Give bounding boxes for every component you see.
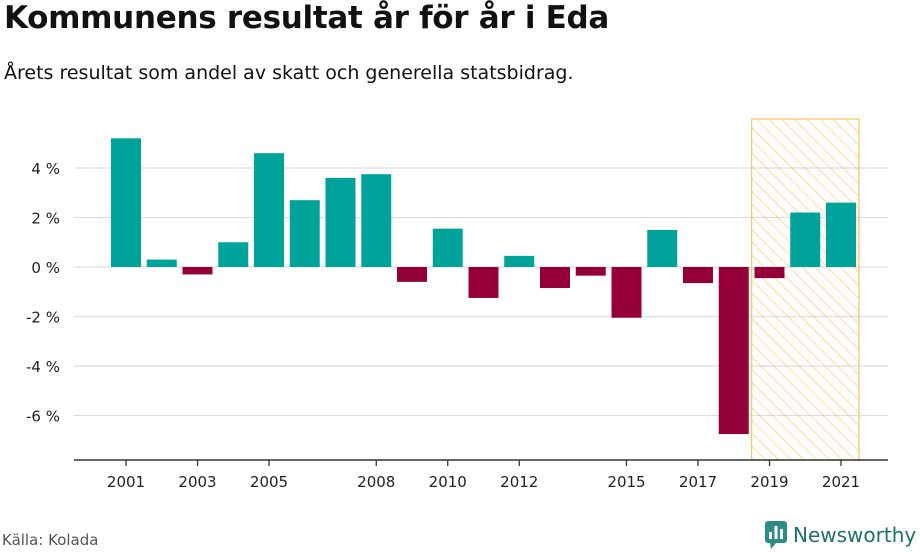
- y-tick-label: 0 %: [31, 259, 60, 277]
- x-tick-label: 2003: [178, 473, 216, 491]
- x-tick-label: 2010: [429, 473, 467, 491]
- bar-2004: [218, 242, 249, 267]
- x-tick-label: 2008: [357, 473, 395, 491]
- y-tick-label: -4 %: [26, 358, 60, 376]
- y-tick-label: 2 %: [31, 210, 60, 228]
- highlight-band: [750, 118, 860, 461]
- highlight-region: [750, 118, 860, 461]
- bar-2019: [754, 267, 785, 279]
- brand-name: Newsworthy: [793, 523, 917, 547]
- newsworthy-logo-icon: [765, 521, 787, 549]
- source-note: Källa: Kolada: [2, 531, 99, 549]
- bar-2007: [325, 177, 356, 267]
- bar-2021: [826, 202, 856, 267]
- bar-2006: [289, 200, 320, 267]
- bar-2009: [397, 267, 427, 282]
- bar-2016: [647, 229, 678, 267]
- x-tick-label: 2015: [607, 473, 645, 491]
- x-tick-label: 2001: [107, 473, 145, 491]
- chart-subtitle: Årets resultat som andel av skatt och ge…: [4, 62, 574, 84]
- bar-2017: [683, 267, 713, 284]
- bar-2011: [468, 267, 499, 298]
- bar-2005: [254, 153, 284, 267]
- x-tick-label: 2005: [250, 473, 288, 491]
- bar-2010: [432, 228, 463, 267]
- x-tick-label: 2019: [750, 473, 788, 491]
- bar-2002: [146, 259, 177, 267]
- axes: -6 % -4 % -2 % 0 % 2 % 4 % 2001 2003 2005 2008 201…: [26, 160, 888, 491]
- y-tick-label: 4 %: [31, 160, 60, 178]
- bar-2014: [575, 267, 606, 276]
- chart-title: Kommunens resultat år för år i Eda: [4, 0, 610, 36]
- x-tick-label: 2021: [822, 473, 860, 491]
- y-tick-label: -6 %: [26, 408, 60, 426]
- bar-2001: [111, 138, 141, 267]
- bar-2012: [504, 255, 535, 267]
- bar-2020: [790, 212, 821, 267]
- bars: [111, 138, 856, 435]
- y-tick-label: -2 %: [26, 309, 60, 327]
- bar-2018: [718, 267, 749, 435]
- brand-logo: Newsworthy: [764, 520, 916, 550]
- bar-2008: [361, 174, 392, 267]
- x-tick-label: 2012: [500, 473, 538, 491]
- bar-2003: [182, 267, 213, 275]
- bar-2015: [611, 267, 642, 318]
- x-tick-label: 2017: [679, 473, 717, 491]
- bar-2013: [540, 267, 570, 289]
